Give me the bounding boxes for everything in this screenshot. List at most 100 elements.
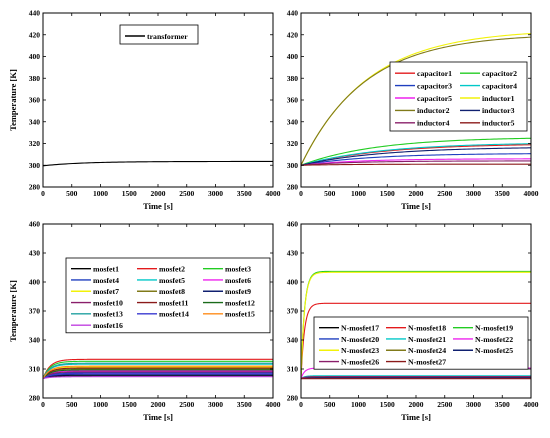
series-line-mosfet4 (43, 372, 273, 380)
y-tick-label: 280 (29, 394, 41, 403)
x-tick-label: 1500 (122, 400, 137, 409)
legend: transformer (119, 24, 199, 45)
y-tick-label: 320 (29, 139, 41, 148)
series-line-N-mosfet26 (301, 376, 531, 380)
x-tick-label: 1500 (380, 189, 395, 198)
legend-entry-N-mosfet22: N-mosfet22 (475, 335, 513, 344)
series-line-N-mosfet21 (301, 375, 531, 380)
y-tick-label: 380 (287, 74, 299, 83)
y-tick-label: 280 (287, 183, 299, 192)
x-tick-label: 3000 (208, 189, 223, 198)
y-tick-label: 380 (29, 74, 41, 83)
x-tick-label: 4000 (524, 189, 539, 198)
x-tick-label: 2000 (409, 189, 424, 198)
legend-entry-mosfet9: mosfet9 (225, 287, 251, 296)
y-tick-label: 420 (29, 30, 41, 39)
legend-entry-mosfet15: mosfet15 (225, 310, 255, 319)
legend-entry-mosfet10: mosfet10 (93, 298, 123, 307)
x-tick-label: 500 (324, 400, 336, 409)
x-tick-label: 3500 (237, 189, 252, 198)
series-line-inductor3 (301, 147, 531, 166)
y-tick-label: 340 (287, 336, 299, 345)
y-tick-label: 360 (287, 96, 299, 105)
y-tick-label: 340 (29, 336, 41, 345)
series-line-capacitor5 (301, 158, 531, 166)
legend-box (65, 257, 271, 334)
y-tick-label: 420 (287, 30, 299, 39)
x-tick-label: 1500 (122, 189, 137, 198)
y-tick-label: 430 (29, 249, 41, 258)
series-line-mosfet2 (43, 358, 273, 379)
x-tick-label: 2000 (151, 400, 166, 409)
x-tick-label: 500 (66, 189, 78, 198)
x-tick-label: 3500 (237, 400, 252, 409)
x-tick-label: 0 (41, 189, 45, 198)
series-line-inductor5 (301, 163, 531, 166)
series-line-mosfet1 (43, 375, 273, 380)
legend-entry-N-mosfet25: N-mosfet25 (475, 346, 513, 355)
x-tick-label: 2000 (151, 189, 166, 198)
y-axis-label: Temperature [K] (8, 280, 18, 342)
y-tick-label: 440 (29, 9, 41, 18)
legend: N-mosfet17 N-mosfet18 N-mosfet19 N-mosfet20… (313, 316, 529, 370)
x-axis-label: Time [s] (401, 412, 431, 422)
series-line-mosfet15 (43, 365, 273, 379)
x-tick-label: 0 (299, 189, 303, 198)
legend-entry-mosfet2: mosfet2 (159, 264, 185, 273)
x-tick-label: 1500 (380, 400, 395, 409)
series-line-mosfet7 (43, 366, 273, 379)
chart-panel-2: 0 500 1000 1500 2000 2500 3000 3500 4000 280 300 32… (287, 9, 539, 211)
series-line-mosfet12 (43, 369, 273, 380)
y-tick-label: 310 (287, 365, 299, 374)
series-line-N-mosfet23 (301, 271, 531, 379)
x-tick-label: 500 (324, 189, 336, 198)
x-tick-label: 0 (41, 400, 45, 409)
x-tick-label: 3500 (495, 400, 510, 409)
y-axis-label: Temperature [K] (8, 69, 18, 131)
legend: mosfet1 mosfet2 mosfet3 mosfet4 mosfet5 mosfe… (65, 257, 271, 334)
x-tick-label: 2000 (409, 400, 424, 409)
legend-box (313, 316, 529, 370)
y-tick-label: 400 (287, 52, 299, 61)
y-tick-label: 320 (287, 139, 299, 148)
y-tick-label: 310 (29, 365, 41, 374)
legend-entry-mosfet7: mosfet7 (93, 287, 119, 296)
legend-entry-capacitor2: capacitor2 (482, 69, 517, 78)
y-tick-label: 440 (287, 9, 299, 18)
x-tick-label: 2500 (437, 400, 452, 409)
series-line-capacitor2 (301, 137, 531, 166)
legend-entry-mosfet8: mosfet8 (159, 287, 185, 296)
legend-entry-capacitor1: capacitor1 (417, 69, 452, 78)
series-line-N-mosfet25 (301, 377, 531, 380)
series-line-mosfet10 (43, 371, 273, 380)
series-line-mosfet5 (43, 363, 273, 379)
legend-entry-mosfet11: mosfet11 (159, 298, 189, 307)
x-axis-label: Time [s] (401, 201, 431, 211)
legend-entry-transformer: transformer (147, 32, 188, 41)
x-axis-label: Time [s] (143, 412, 173, 422)
legend-entry-inductor5: inductor5 (482, 119, 515, 128)
series-line-inductor4 (301, 160, 531, 166)
x-tick-label: 1000 (351, 189, 366, 198)
legend-entry-inductor1: inductor1 (482, 94, 515, 103)
series-line-transformer (43, 160, 273, 167)
y-tick-label: 340 (287, 117, 299, 126)
series-line-N-mosfet18 (301, 302, 531, 379)
y-tick-label: 400 (29, 278, 41, 287)
legend-entry-mosfet12: mosfet12 (225, 298, 255, 307)
legend-entry-N-mosfet23: N-mosfet23 (341, 346, 379, 355)
legend-entry-mosfet13: mosfet13 (93, 310, 123, 319)
x-tick-label: 4000 (524, 400, 539, 409)
legend-entry-mosfet14: mosfet14 (159, 310, 189, 319)
legend-entry-capacitor3: capacitor3 (417, 81, 452, 90)
x-tick-label: 3000 (466, 189, 481, 198)
series-line-mosfet14 (43, 373, 273, 380)
legend-entry-mosfet6: mosfet6 (225, 276, 251, 285)
x-axis-label: Time [s] (143, 201, 173, 211)
legend-entry-N-mosfet24: N-mosfet24 (408, 346, 446, 355)
y-tick-label: 300 (29, 161, 41, 170)
series-group (301, 32, 531, 166)
y-tick-label: 460 (29, 220, 41, 229)
legend-entry-mosfet16: mosfet16 (93, 321, 123, 330)
legend-entry-mosfet4: mosfet4 (93, 276, 119, 285)
